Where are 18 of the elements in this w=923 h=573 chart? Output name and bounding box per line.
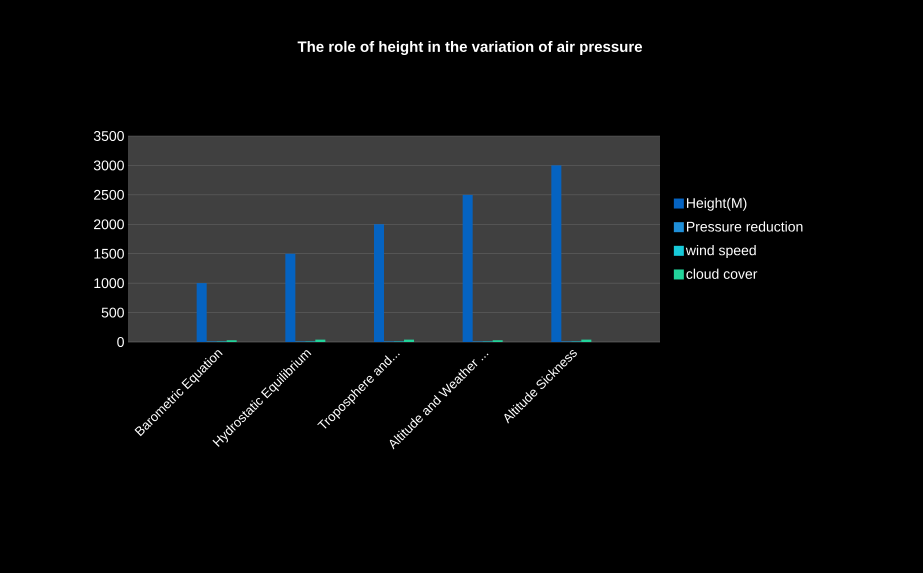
y-tick-label: 3500: [94, 131, 124, 141]
legend-label: Height(M): [686, 198, 746, 211]
bar: [285, 254, 296, 342]
y-tick-label: 2000: [94, 219, 124, 230]
chart-title: The role of height in the variation of air pressure: [298, 40, 642, 56]
y-tick-label: 2500: [94, 190, 124, 200]
y-tick-label: 1000: [94, 278, 124, 288]
y-tick-label: 500: [102, 308, 124, 318]
y-tick-label: 1500: [94, 248, 124, 259]
bar: [462, 194, 473, 342]
legend-label: wind speed: [686, 245, 756, 258]
legend-label: cloud cover: [686, 268, 758, 279]
y-tick-label: 3000: [94, 160, 124, 170]
bar: [374, 224, 384, 342]
legend-label: Pressure reduction: [686, 221, 802, 232]
bar: [196, 283, 207, 342]
y-tick-label: 0: [117, 337, 124, 347]
bar: [551, 165, 562, 342]
